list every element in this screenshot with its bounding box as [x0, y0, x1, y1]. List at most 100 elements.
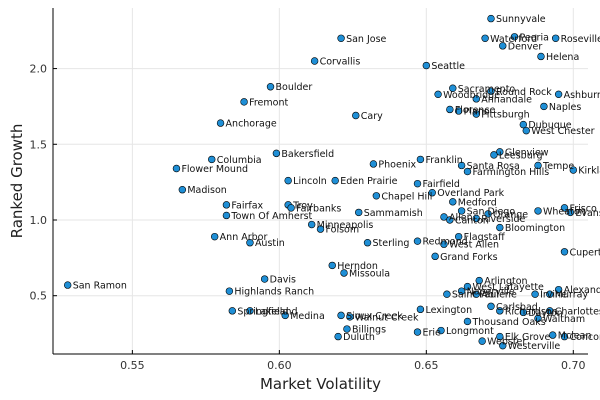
- data-point: [463, 317, 472, 326]
- data-point: [569, 166, 578, 174]
- point-label: San Ramon: [73, 281, 127, 292]
- y-tick-label: 0.5: [30, 290, 48, 303]
- point-label: Pittsburgh: [481, 109, 529, 120]
- data-point: [463, 282, 472, 291]
- point-label: Folsom: [326, 225, 360, 236]
- data-point: [272, 149, 281, 158]
- data-point: [546, 290, 554, 298]
- point-label: Austin: [255, 238, 285, 249]
- point-label: Alexandria: [564, 285, 600, 296]
- data-point: [510, 33, 519, 41]
- data-point: [416, 305, 425, 314]
- point-label: Sacramento: [458, 84, 516, 95]
- point-label: Medina: [290, 311, 325, 322]
- data-point: [496, 332, 504, 341]
- point-label: Mclean: [558, 331, 592, 342]
- point-label: Fairfax: [231, 200, 263, 211]
- point-label: Duluth: [343, 332, 375, 343]
- point-label: Sammamish: [364, 208, 423, 219]
- point-label: Medford: [458, 197, 497, 208]
- data-point: [355, 208, 363, 217]
- point-label: Fremont: [249, 97, 288, 108]
- point-label: Ann Arbor: [220, 232, 268, 243]
- data-point: [549, 331, 557, 339]
- data-point: [554, 285, 563, 294]
- point-label: Herndon: [337, 261, 378, 272]
- point-label: Overland Park: [437, 188, 504, 199]
- point-label: San Jose: [346, 34, 386, 45]
- data-point: [484, 210, 492, 218]
- point-label: Davis: [270, 275, 296, 286]
- x-tick-label: 0.55: [120, 359, 145, 372]
- data-point: [310, 57, 319, 65]
- point-label: Fairbanks: [296, 203, 341, 214]
- point-label: Walnut Creek: [355, 312, 419, 323]
- data-point: [416, 155, 425, 164]
- data-point: [534, 314, 542, 323]
- data-point: [63, 281, 72, 289]
- point-label: Franklin: [425, 155, 462, 166]
- data-point: [281, 311, 289, 320]
- point-label: Waterford: [490, 34, 537, 45]
- data-point: [422, 61, 431, 70]
- point-label: Glenview: [505, 147, 549, 158]
- data-point: [446, 105, 454, 114]
- data-point: [481, 34, 489, 42]
- point-label: Lexington: [425, 305, 472, 316]
- point-label: Saint Paul: [452, 290, 499, 301]
- data-point: [210, 232, 219, 241]
- data-point: [331, 176, 339, 185]
- point-label: Town Of Amherst: [230, 211, 312, 222]
- point-label: Sioux Creek: [346, 311, 403, 322]
- data-point: [457, 161, 466, 170]
- point-label: Florence: [455, 105, 496, 116]
- point-label: Orange: [493, 209, 528, 220]
- data-point: [475, 276, 483, 285]
- data-point: [496, 223, 504, 232]
- data-point: [287, 204, 295, 212]
- point-label: Concord: [569, 332, 600, 343]
- point-label: Riverside: [481, 214, 525, 225]
- point-label: Irvine: [540, 290, 567, 301]
- data-point: [560, 204, 569, 212]
- data-point: [222, 201, 231, 209]
- point-label: Lincoln: [293, 176, 327, 187]
- point-label: West Allen: [449, 240, 499, 251]
- data-point: [496, 148, 504, 156]
- point-label: Springfield: [237, 306, 288, 317]
- data-point: [413, 328, 422, 336]
- point-label: Canton: [455, 215, 489, 226]
- point-label: Thousand Oaks: [471, 317, 545, 328]
- point-label: Roseville: [561, 34, 600, 45]
- point-label: Denver: [508, 41, 543, 52]
- data-point: [472, 214, 480, 223]
- data-points: [63, 14, 578, 350]
- x-tick-label: 0.65: [414, 359, 439, 372]
- point-label: Peoria: [520, 32, 549, 43]
- data-point: [560, 248, 569, 256]
- x-axis-title: Market Volatility: [260, 375, 381, 393]
- point-label: Kirkland: [578, 166, 600, 177]
- data-point: [343, 325, 351, 333]
- x-tick-label: 0.60: [267, 359, 292, 372]
- data-point: [534, 207, 542, 215]
- point-label: Santa Rosa: [467, 161, 520, 172]
- point-label: Helena: [546, 52, 579, 63]
- point-label: Bloomington: [505, 223, 565, 234]
- data-point: [499, 42, 507, 50]
- x-tick-label: 0.70: [561, 359, 586, 372]
- data-point: [372, 192, 381, 200]
- point-label: Westerville: [508, 341, 561, 352]
- point-label: Carlsbad: [496, 302, 538, 313]
- point-label: Wheaton: [543, 206, 586, 217]
- data-point: [449, 198, 457, 206]
- data-point: [369, 160, 378, 168]
- data-point: [554, 90, 563, 99]
- point-label: Arlington: [484, 276, 527, 287]
- tick-labels: 0.55 0.60 0.65 0.70 0.5 1.0 1.5 2.0: [30, 63, 586, 372]
- point-label: Sunnyvale: [496, 14, 546, 25]
- point-label: Woodbridge: [443, 90, 500, 101]
- y-tick-label: 1.5: [30, 138, 48, 151]
- data-point: [352, 111, 360, 120]
